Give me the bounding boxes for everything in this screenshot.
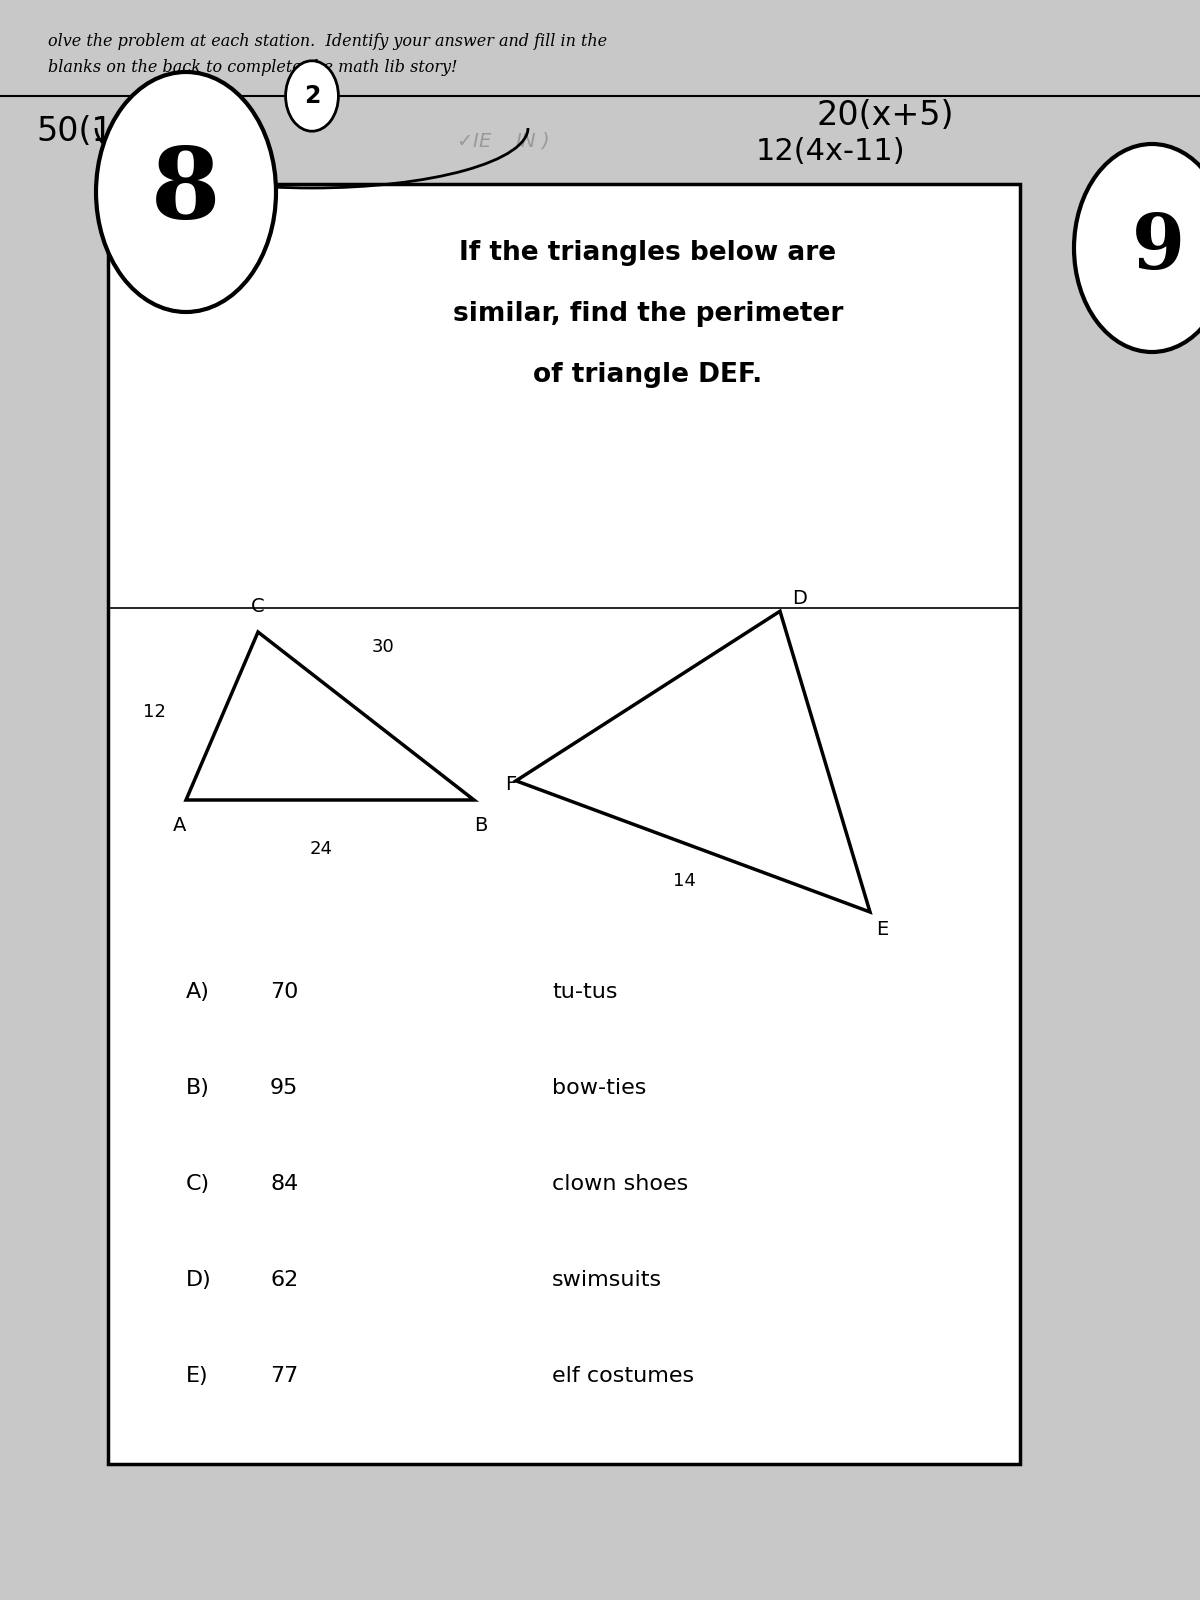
Text: of triangle DEF.: of triangle DEF.	[533, 362, 763, 387]
Text: 24: 24	[310, 840, 334, 858]
Text: D): D)	[186, 1270, 211, 1290]
Text: 50(11x-4): 50(11x-4)	[36, 115, 200, 147]
Text: A): A)	[186, 982, 210, 1002]
Text: blanks on the back to complete the math lib story!: blanks on the back to complete the math …	[48, 59, 457, 75]
Text: clown shoes: clown shoes	[552, 1174, 689, 1194]
Circle shape	[1074, 144, 1200, 352]
Text: 30: 30	[372, 638, 395, 656]
Text: E: E	[876, 920, 888, 939]
Text: $\checkmark$IE    IN ): $\checkmark$IE IN )	[456, 130, 550, 152]
Text: 77: 77	[270, 1366, 299, 1386]
Text: 20(x+5): 20(x+5)	[816, 99, 954, 131]
Text: 95: 95	[270, 1078, 299, 1098]
Text: 9: 9	[1132, 211, 1184, 285]
Text: 70: 70	[270, 982, 299, 1002]
Text: B): B)	[186, 1078, 210, 1098]
Circle shape	[286, 61, 338, 131]
Text: 12: 12	[143, 702, 166, 722]
Text: olve the problem at each station.  Identify your answer and fill in the: olve the problem at each station. Identi…	[48, 34, 607, 50]
Text: A: A	[173, 816, 186, 835]
Text: similar, find the perimeter: similar, find the perimeter	[452, 301, 844, 326]
Text: 12(4x-11): 12(4x-11)	[756, 138, 906, 166]
Text: swimsuits: swimsuits	[552, 1270, 662, 1290]
Text: C: C	[251, 597, 265, 616]
Text: F: F	[505, 774, 516, 794]
Text: E): E)	[186, 1366, 209, 1386]
FancyBboxPatch shape	[108, 184, 1020, 1464]
Text: 62: 62	[270, 1270, 299, 1290]
Text: B: B	[474, 816, 487, 835]
Circle shape	[96, 72, 276, 312]
Text: bow-ties: bow-ties	[552, 1078, 647, 1098]
Text: 84: 84	[270, 1174, 299, 1194]
Text: 8: 8	[151, 144, 221, 240]
Text: D: D	[792, 589, 806, 608]
Text: 14: 14	[672, 872, 696, 890]
Text: tu-tus: tu-tus	[552, 982, 618, 1002]
Text: If the triangles below are: If the triangles below are	[460, 240, 836, 266]
Text: elf costumes: elf costumes	[552, 1366, 694, 1386]
Text: 2: 2	[304, 83, 320, 109]
Text: C): C)	[186, 1174, 210, 1194]
